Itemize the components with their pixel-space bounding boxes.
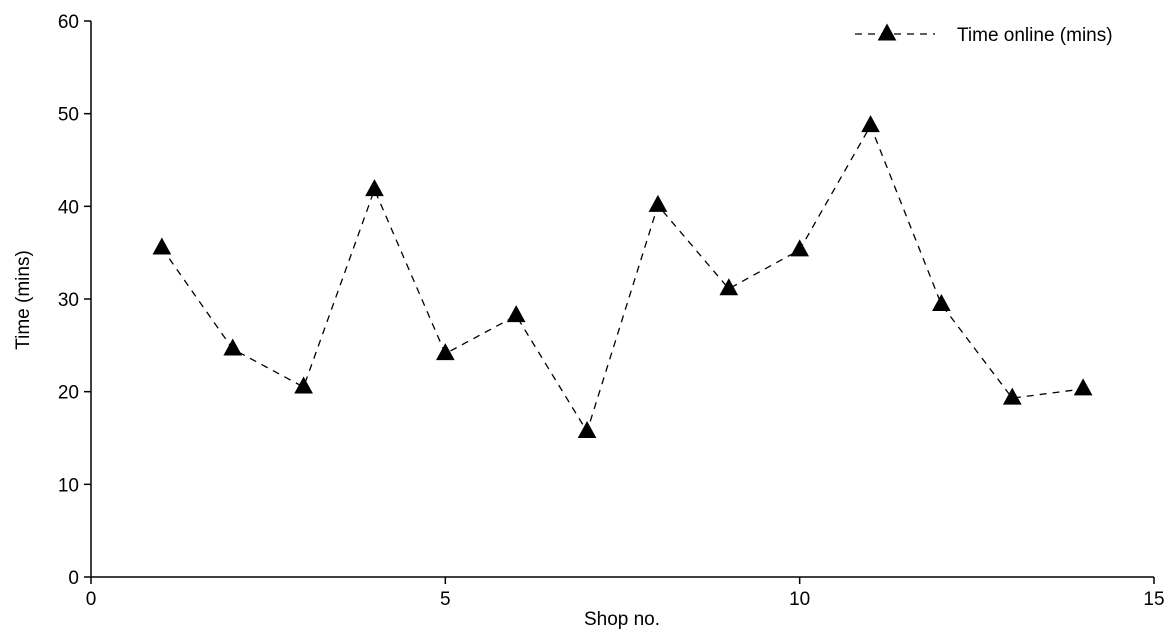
series-layer (152, 115, 1093, 438)
data-point-marker (1073, 378, 1093, 396)
axes: 0 10 20 30 40 50 60 0 5 10 15 (58, 12, 1165, 610)
y-tick-label: 60 (58, 12, 79, 33)
x-tick-label: 5 (440, 589, 451, 610)
y-tick-label: 20 (58, 383, 79, 404)
legend-marker (877, 23, 897, 41)
y-tick-label: 50 (58, 105, 79, 126)
data-point-marker (648, 194, 668, 212)
data-point-marker (223, 338, 243, 356)
data-point-marker (861, 115, 880, 133)
y-tick-label: 40 (58, 197, 79, 218)
x-tick-label: 0 (86, 589, 97, 610)
data-point-marker (506, 305, 526, 323)
y-axis-title: Time (mins) (13, 250, 34, 350)
data-point-marker (1002, 387, 1022, 405)
data-point-marker (365, 179, 384, 197)
data-point-marker (790, 239, 810, 257)
y-tick-label: 10 (58, 475, 79, 496)
series-line (161, 124, 1084, 434)
y-tick-label: 30 (58, 290, 79, 311)
x-axis-title: Shop no. (584, 609, 660, 630)
x-tick-label: 15 (1143, 589, 1164, 610)
data-point-marker (932, 294, 951, 312)
data-point-marker (152, 237, 172, 255)
data-point-marker (577, 420, 597, 438)
legend: Time online (mins) (855, 23, 1113, 46)
x-tick-label: 10 (789, 589, 810, 610)
data-point-marker (294, 376, 313, 394)
data-point-marker (719, 278, 739, 296)
legend-label: Time online (mins) (957, 25, 1113, 46)
data-point-marker (435, 343, 455, 361)
y-tick-label: 0 (68, 568, 79, 589)
